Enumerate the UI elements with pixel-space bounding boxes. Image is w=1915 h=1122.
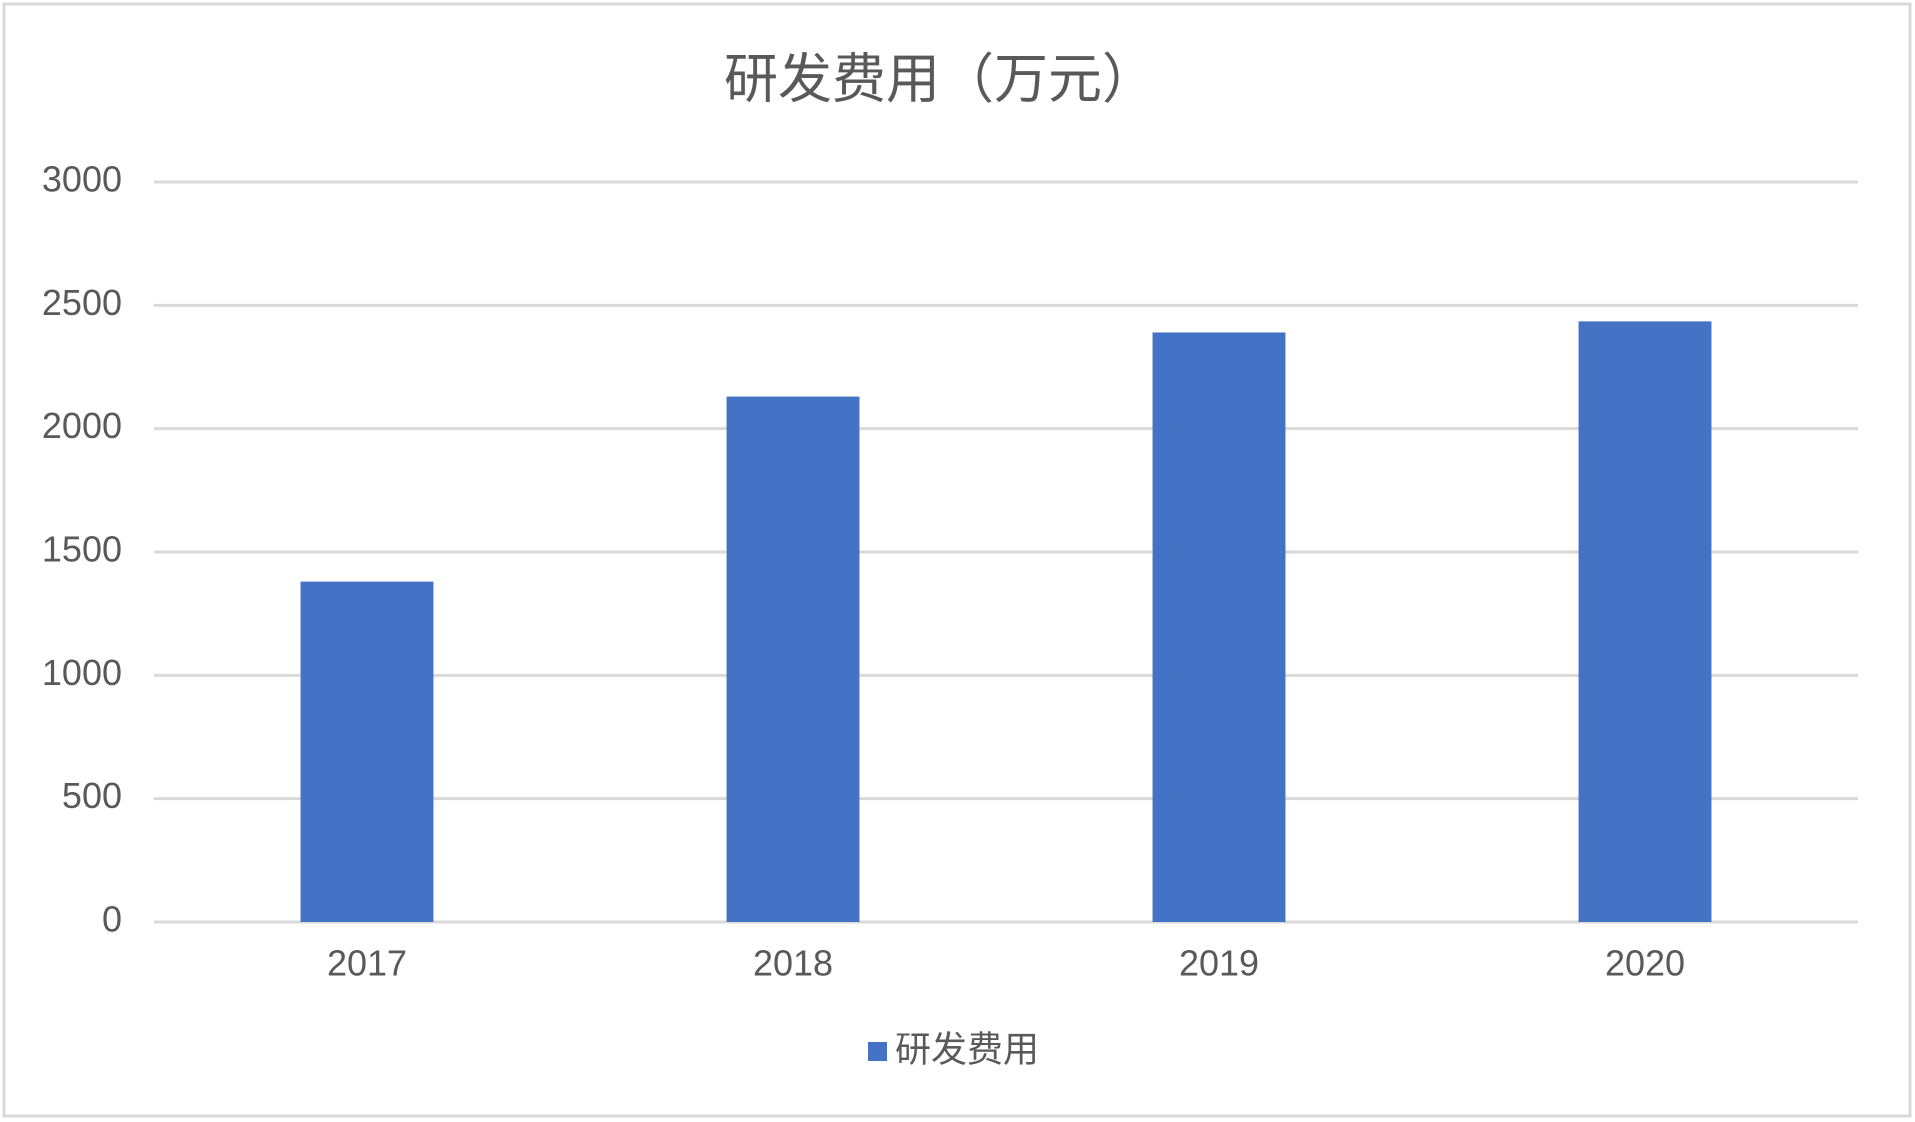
bar (726, 396, 860, 923)
bar (1578, 321, 1712, 922)
y-tick-label: 1000 (42, 652, 122, 693)
y-tick-label: 0 (102, 899, 122, 940)
x-tick-label: 2020 (1605, 943, 1685, 984)
y-tick-label: 3000 (42, 159, 122, 200)
y-tick-label: 2500 (42, 282, 122, 323)
x-tick-label: 2017 (327, 943, 407, 984)
chart-title: 研发费用（万元） (724, 49, 1156, 109)
y-tick-label: 500 (62, 775, 122, 816)
y-tick-label: 2000 (42, 405, 122, 446)
bar (300, 581, 434, 922)
legend-label: 研发费用 (895, 1029, 1039, 1070)
bar (1152, 332, 1286, 922)
x-tick-label: 2019 (1179, 943, 1259, 984)
legend-swatch (868, 1042, 887, 1061)
x-tick-label: 2018 (753, 943, 833, 984)
y-tick-label: 1500 (42, 529, 122, 570)
